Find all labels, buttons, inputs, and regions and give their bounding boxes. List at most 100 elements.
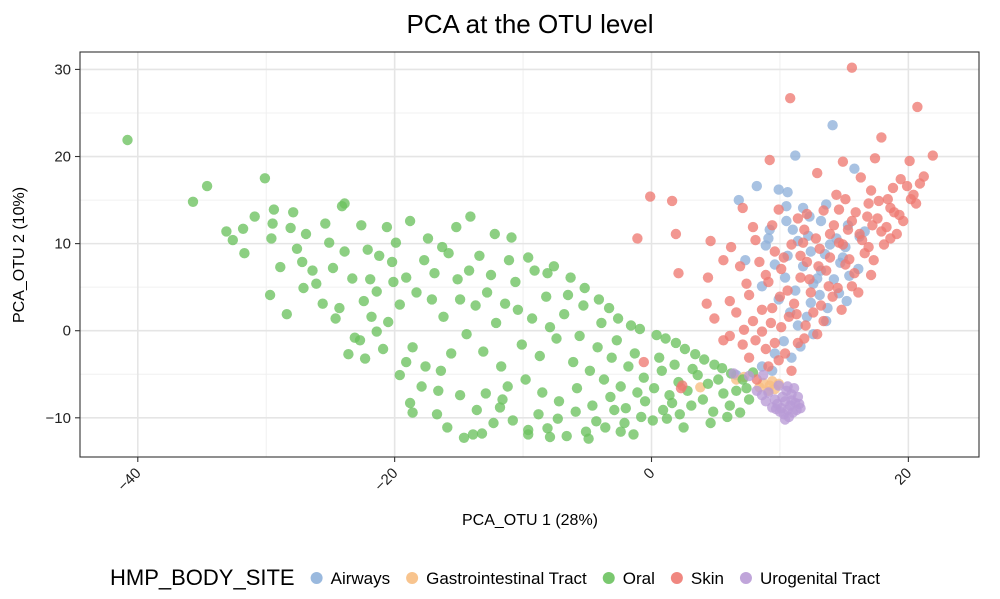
data-point: [881, 221, 892, 233]
data-point: [551, 333, 562, 344]
data-point: [733, 194, 744, 206]
data-point: [677, 380, 688, 391]
data-point: [854, 228, 865, 240]
legend-key-gastrointestinal-tract: [406, 572, 419, 584]
data-point: [407, 342, 418, 353]
data-point: [814, 243, 825, 254]
data-point: [792, 320, 804, 331]
data-point: [773, 380, 784, 391]
data-point: [904, 155, 915, 167]
data-point: [603, 302, 615, 314]
data-point: [386, 256, 398, 268]
data-point: [537, 387, 548, 398]
data-point: [812, 273, 823, 284]
data-point: [927, 150, 938, 161]
data-point: [827, 291, 838, 302]
data-point: [905, 194, 917, 205]
data-point: [737, 339, 748, 350]
data-point: [478, 346, 489, 357]
data-point: [724, 295, 735, 307]
data-point: [805, 246, 816, 257]
data-point: [808, 307, 819, 318]
data-point: [623, 361, 634, 372]
data-point: [574, 330, 585, 342]
data-point: [422, 233, 434, 244]
data-point: [787, 224, 798, 235]
data-point: [734, 407, 746, 418]
legend-key-oral: [602, 572, 615, 584]
data-point: [584, 365, 596, 376]
data-point: [615, 381, 626, 392]
data-point: [499, 298, 511, 309]
data-point: [673, 268, 684, 279]
data-point: [339, 198, 350, 209]
data-point: [420, 361, 431, 372]
data-point: [443, 248, 454, 259]
data-point: [690, 349, 701, 360]
data-point: [507, 415, 518, 426]
data-point: [705, 235, 716, 247]
data-point: [664, 390, 675, 401]
data-point: [669, 359, 680, 370]
data-point: [837, 156, 849, 167]
y-tick-label: 30: [54, 61, 71, 78]
data-point: [660, 333, 671, 344]
data-point: [855, 172, 866, 183]
data-point: [849, 163, 860, 174]
data-point: [760, 240, 771, 251]
data-point: [818, 315, 829, 327]
data-point: [638, 356, 649, 368]
legend-label: Urogenital Tract: [760, 569, 880, 588]
data-point: [503, 255, 515, 266]
data-point: [799, 224, 810, 235]
data-point: [285, 222, 296, 234]
data-point: [381, 221, 393, 233]
data-point: [416, 381, 427, 392]
data-point: [407, 407, 418, 418]
data-point: [661, 413, 673, 424]
data-point: [334, 302, 345, 314]
data-point: [362, 244, 373, 255]
data-point: [751, 385, 762, 396]
data-point: [298, 282, 309, 294]
data-point: [679, 343, 691, 355]
data-point: [629, 348, 640, 359]
data-point: [593, 294, 605, 305]
data-point: [814, 289, 825, 301]
data-point: [347, 273, 358, 284]
data-point: [831, 189, 842, 200]
data-point: [544, 322, 556, 333]
data-point: [812, 329, 823, 340]
data-point: [639, 396, 651, 407]
data-point: [724, 400, 735, 411]
data-point: [634, 323, 646, 335]
data-points: [122, 62, 938, 444]
data-point: [738, 324, 750, 335]
y-tick-label: −10: [46, 410, 71, 427]
data-point: [841, 295, 852, 307]
data-point: [734, 261, 746, 272]
data-point: [687, 363, 698, 375]
series-skin: [632, 62, 938, 394]
data-point: [779, 414, 791, 425]
data-point: [805, 297, 816, 308]
series-oral: [122, 134, 759, 444]
data-point: [570, 406, 581, 417]
legend-key-skin: [670, 572, 683, 584]
data-point: [782, 381, 793, 392]
data-point: [374, 250, 385, 261]
data-point: [765, 317, 777, 329]
data-point: [678, 422, 689, 433]
data-point: [840, 194, 851, 205]
data-point: [598, 374, 610, 385]
data-point: [529, 265, 540, 276]
data-point: [760, 269, 771, 281]
data-point: [670, 228, 682, 240]
data-point: [317, 298, 328, 309]
data-point: [786, 395, 797, 406]
data-point: [476, 428, 488, 439]
data-point: [801, 256, 813, 268]
data-point: [568, 356, 579, 368]
data-point: [770, 403, 782, 415]
data-point: [578, 300, 589, 311]
